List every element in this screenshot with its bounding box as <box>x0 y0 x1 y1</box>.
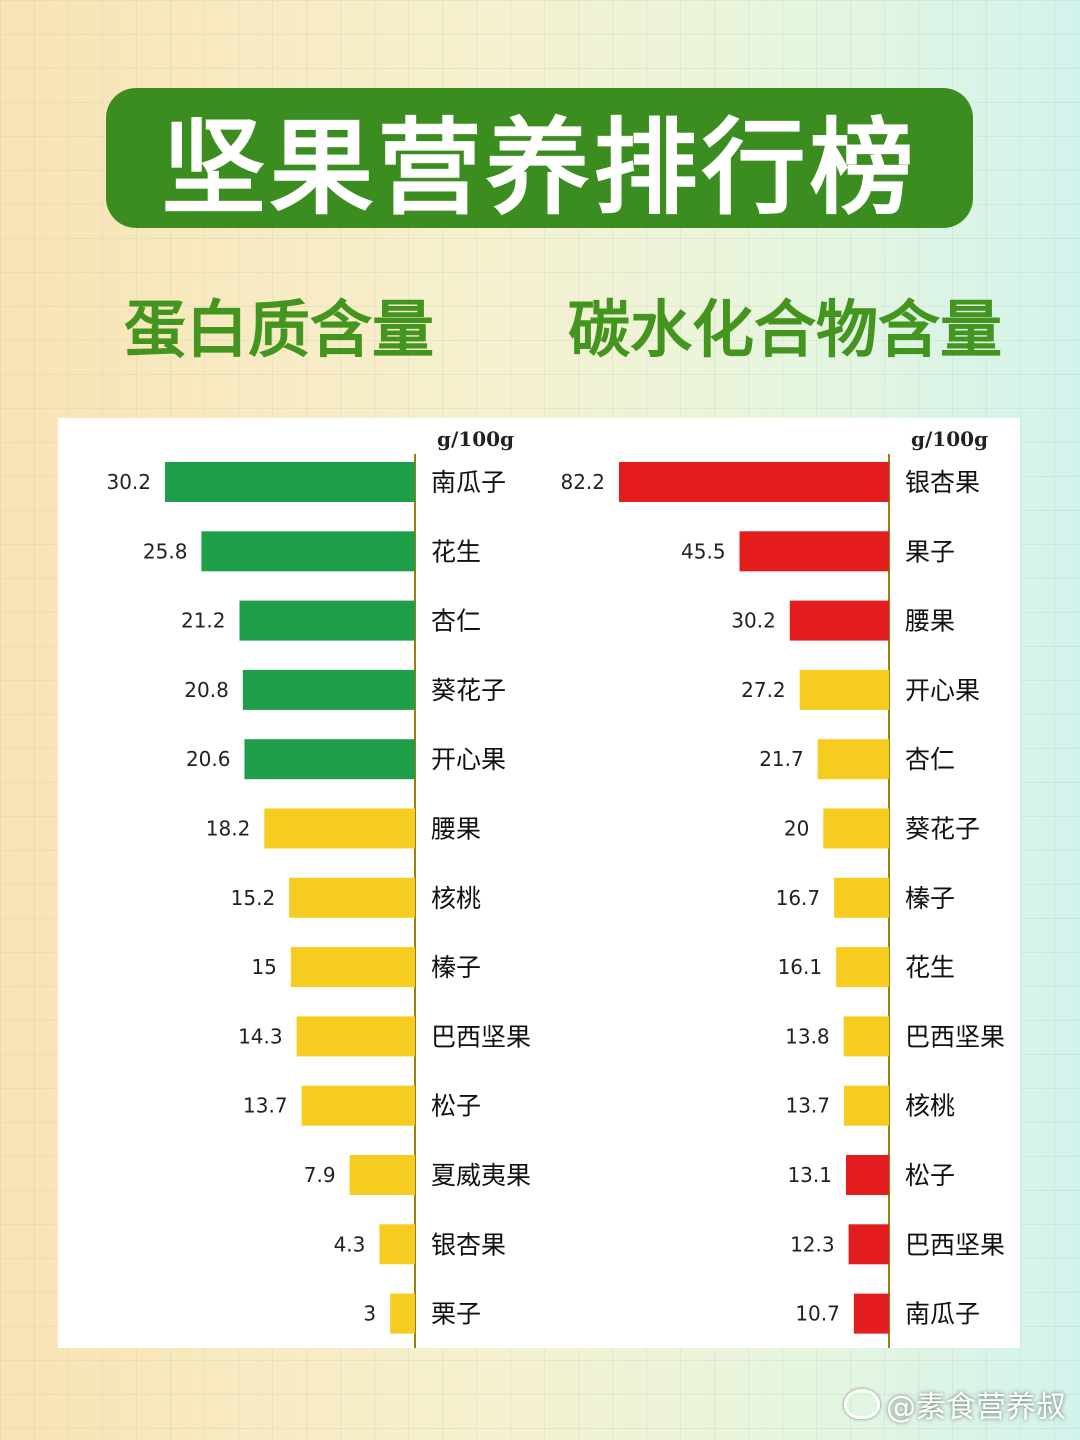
bar-carb-4 <box>817 739 889 780</box>
bar-protein-2 <box>239 600 415 641</box>
value-label-protein-12: 3 <box>363 1302 376 1326</box>
value-label-protein-3: 20.8 <box>184 678 229 702</box>
category-label-protein-12: 栗子 <box>431 1300 481 1329</box>
value-label-protein-11: 4.3 <box>334 1232 366 1256</box>
value-label-carb-1: 45.5 <box>681 539 726 563</box>
value-label-carb-5: 20 <box>784 817 809 841</box>
category-label-carb-9: 核桃 <box>905 1092 955 1121</box>
category-label-carb-1: 果子 <box>905 537 955 566</box>
category-label-protein-0: 南瓜子 <box>431 468 506 497</box>
bar-protein-0 <box>165 462 415 502</box>
value-label-protein-4: 20.6 <box>186 747 231 771</box>
category-label-carb-10: 松子 <box>905 1161 955 1190</box>
category-label-carb-7: 花生 <box>905 953 955 982</box>
bar-carb-1 <box>739 531 889 572</box>
value-label-protein-6: 15.2 <box>231 886 276 910</box>
bar-protein-6 <box>289 877 415 918</box>
value-label-carb-9: 13.7 <box>785 1094 830 1118</box>
value-label-carb-7: 16.1 <box>778 955 823 979</box>
value-label-protein-9: 13.7 <box>243 1094 288 1118</box>
category-label-carb-3: 开心果 <box>905 676 980 705</box>
value-label-carb-6: 16.7 <box>776 886 821 910</box>
bar-protein-9 <box>301 1085 415 1126</box>
bar-protein-11 <box>379 1224 415 1265</box>
category-label-protein-5: 腰果 <box>431 815 481 844</box>
value-label-carb-0: 82.2 <box>560 470 605 494</box>
bar-protein-1 <box>201 531 415 572</box>
category-label-carb-12: 南瓜子 <box>905 1300 980 1329</box>
bar-protein-3 <box>242 669 415 710</box>
watermark-text: @素食营养叔 <box>886 1390 1066 1425</box>
value-label-protein-10: 7.9 <box>304 1163 336 1187</box>
bar-protein-4 <box>244 739 415 780</box>
category-label-protein-6: 核桃 <box>431 884 481 913</box>
category-label-carb-2: 腰果 <box>905 607 955 636</box>
category-label-protein-1: 花生 <box>431 537 481 566</box>
chart-protein: g/100g 30.2 南瓜子 25.8 花生 21.2 杏仁 20.8 葵花子 20.6 开心果 1… <box>106 427 531 1348</box>
title-banner: 坚果营养排行榜 <box>106 88 973 229</box>
value-label-protein-7: 15 <box>251 955 276 979</box>
bar-carb-3 <box>799 669 889 710</box>
bar-carb-5 <box>823 808 889 849</box>
category-label-carb-4: 杏仁 <box>905 745 955 774</box>
value-label-carb-3: 27.2 <box>741 678 786 702</box>
value-label-protein-1: 25.8 <box>143 539 188 563</box>
bar-carb-2 <box>789 600 889 641</box>
value-label-carb-10: 13.1 <box>787 1163 832 1187</box>
category-label-carb-0: 银杏果 <box>905 468 980 497</box>
bar-protein-5 <box>264 808 415 849</box>
value-label-carb-11: 12.3 <box>790 1232 835 1256</box>
value-label-protein-2: 21.2 <box>181 609 226 633</box>
value-label-protein-8: 14.3 <box>238 1024 283 1048</box>
bar-protein-7 <box>290 947 415 988</box>
chart-panel: g/100g 30.2 南瓜子 25.8 花生 21.2 杏仁 20.8 葵花子 20.6 开心果 1… <box>58 418 1020 1348</box>
value-label-carb-2: 30.2 <box>731 609 776 633</box>
subtitle-carb: 碳水化合物含量 <box>568 293 1003 366</box>
bar-carb-9 <box>844 1085 889 1126</box>
category-label-carb-8: 巴西坚果 <box>905 1022 1005 1051</box>
unit-label-carb: g/100g <box>911 427 988 451</box>
chart-carb: g/100g 82.2 银杏果 45.5 果子 30.2 腰果 27.2 开心果 21.7 杏仁 20… <box>560 427 1005 1348</box>
category-label-carb-5: 葵花子 <box>905 815 980 844</box>
category-label-protein-7: 榛子 <box>431 953 481 982</box>
category-label-protein-10: 夏威夷果 <box>431 1161 531 1190</box>
category-label-carb-6: 榛子 <box>905 884 955 913</box>
bar-carb-11 <box>848 1224 889 1265</box>
subtitle-protein: 蛋白质含量 <box>124 293 435 366</box>
chart-svg: g/100g 30.2 南瓜子 25.8 花生 21.2 杏仁 20.8 葵花子 20.6 开心果 1… <box>106 427 1005 1348</box>
value-label-protein-0: 30.2 <box>106 470 151 494</box>
category-label-protein-8: 巴西坚果 <box>431 1022 531 1051</box>
bar-carb-6 <box>834 877 889 918</box>
value-label-protein-5: 18.2 <box>206 817 251 841</box>
bar-carb-7 <box>836 947 889 988</box>
category-label-protein-9: 松子 <box>431 1092 481 1121</box>
category-label-carb-11: 巴西坚果 <box>905 1230 1005 1259</box>
bar-carb-0 <box>619 462 889 502</box>
value-label-carb-4: 21.7 <box>759 747 804 771</box>
bar-carb-8 <box>843 1016 889 1057</box>
category-label-protein-4: 开心果 <box>431 745 506 774</box>
bar-carb-10 <box>845 1155 889 1195</box>
bar-protein-10 <box>349 1155 415 1195</box>
unit-label-protein: g/100g <box>437 427 514 451</box>
category-label-protein-2: 杏仁 <box>431 607 481 636</box>
watermark: @素食营养叔 <box>844 1382 1066 1426</box>
value-label-carb-12: 10.7 <box>795 1302 840 1326</box>
weibo-icon <box>844 1389 880 1419</box>
bar-protein-12 <box>390 1293 415 1334</box>
category-label-protein-3: 葵花子 <box>431 676 506 705</box>
bar-protein-8 <box>296 1016 415 1057</box>
value-label-carb-8: 13.8 <box>785 1024 830 1048</box>
category-label-protein-11: 银杏果 <box>431 1230 506 1259</box>
page-title: 坚果营养排行榜 <box>161 106 918 229</box>
bar-carb-12 <box>853 1293 889 1334</box>
